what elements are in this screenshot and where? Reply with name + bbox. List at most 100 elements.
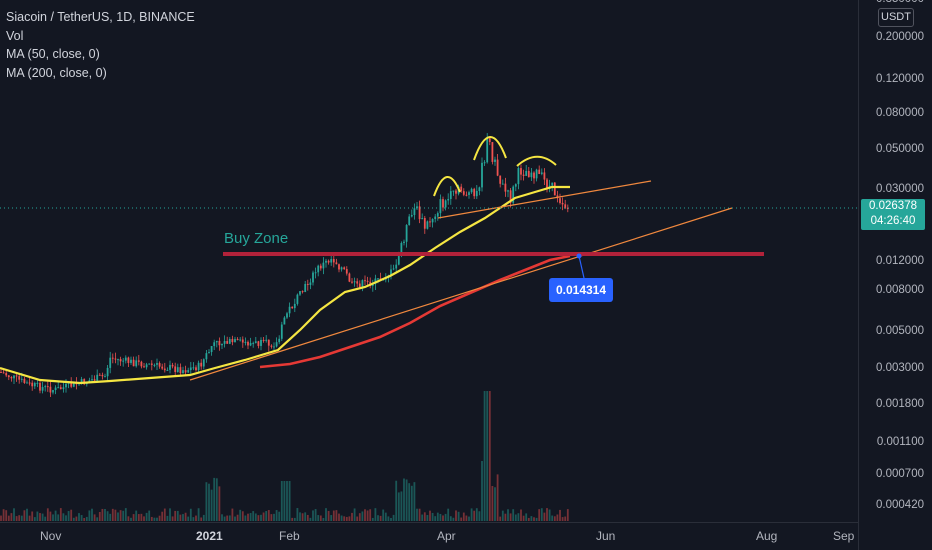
volume-bar [317,515,320,521]
volume-bar [421,514,424,521]
volume-bar [369,509,372,521]
volume-bar [111,508,114,521]
volume-bar [403,478,405,521]
candle-body [0,372,2,373]
candle-body [561,202,564,205]
volume-bar [520,509,522,521]
candle-body [137,360,140,362]
volume-indicator-label[interactable]: Vol [6,28,24,43]
volume-bar [140,513,143,521]
volume-bar [390,517,392,521]
candle-body [127,357,130,363]
candle-body [535,169,538,179]
volume-bar [52,514,54,521]
ma200-indicator-label[interactable]: MA (200, close, 0) [6,65,107,80]
candle-body [478,187,481,191]
volume-bar [449,516,452,521]
time-axis-divider [0,522,858,523]
volume-bar [556,514,559,521]
ma50-indicator-label[interactable]: MA (50, close, 0) [6,47,100,61]
volume-bar [340,515,343,521]
candle-body [234,339,236,343]
candle-body [5,373,8,376]
buy-zone-band [223,252,764,256]
candle-body [257,341,260,346]
volume-bar [514,514,517,521]
candle-body [171,364,174,367]
candle-body [507,190,509,192]
volume-bar [377,515,379,521]
volume-bar [488,391,491,521]
volume-bar [356,516,359,521]
candle-body [392,268,395,270]
volume-bar [176,510,179,521]
volume-bar [137,514,140,521]
volume-bar [184,512,187,521]
volume-bar [358,513,361,521]
volume-bar [210,489,213,521]
candle-body [530,172,533,178]
level-callout[interactable]: 0.014314 [549,278,613,302]
candle-body [494,159,496,162]
candle-body [223,341,226,344]
candle-body [158,363,161,367]
candle-body [340,267,343,270]
candle-body [31,382,34,387]
volume-bar [239,509,242,521]
volume-bar [566,509,569,521]
volume-bar [293,517,296,521]
trendline-neckline [437,180,652,219]
candle-body [306,283,309,285]
volume-bar [473,510,476,521]
candle-body [551,182,554,186]
candle-body [514,184,517,187]
candle-body [215,340,218,343]
candle-body [192,367,195,369]
volume-bar [527,517,530,521]
volume-bar [192,517,195,521]
volume-bar [494,487,496,521]
price-tick-label: 0.000420 [876,499,924,511]
right-shoulder-arc [516,155,557,167]
volume-bar [270,514,273,521]
candle-body [91,379,93,381]
candle-body [504,183,507,192]
candle-body [293,303,296,309]
volume-bar [426,515,429,521]
price-tick-label: 0.350000 [876,0,924,5]
candle-body [98,374,101,376]
candle-body [46,386,49,388]
volume-bar [462,512,465,521]
volume-bar [553,516,556,521]
candle-body [546,179,548,189]
symbol-title[interactable]: Siacoin / TetherUS, 1D, BINANCE [6,10,195,24]
volume-bar [59,508,62,521]
volume-bar [49,511,52,521]
currency-scale-badge[interactable]: USDT [878,8,914,27]
candle-body [488,138,491,143]
candle-body [473,188,476,197]
candle-body [280,324,283,339]
candle-body [189,367,192,371]
candle-body [7,375,10,378]
price-tick-label: 0.050000 [876,143,924,155]
price-tick-label: 0.080000 [876,107,924,119]
volume-bar [309,517,312,521]
volume-bar [416,508,418,521]
volume-bar [122,510,125,521]
ma50-line [0,185,570,385]
candle-body [2,372,5,374]
volume-bar [65,515,67,521]
volume-bar [397,492,400,521]
volume-bar [158,515,161,521]
volume-bar [452,517,455,521]
candle-body [312,272,314,283]
candle-body [364,280,366,282]
volume-bar [546,508,548,521]
volume-bar [400,491,403,521]
volume-bar [169,508,171,521]
candle-body [228,338,231,344]
candle-body [418,206,421,220]
volume-bar [247,513,249,521]
